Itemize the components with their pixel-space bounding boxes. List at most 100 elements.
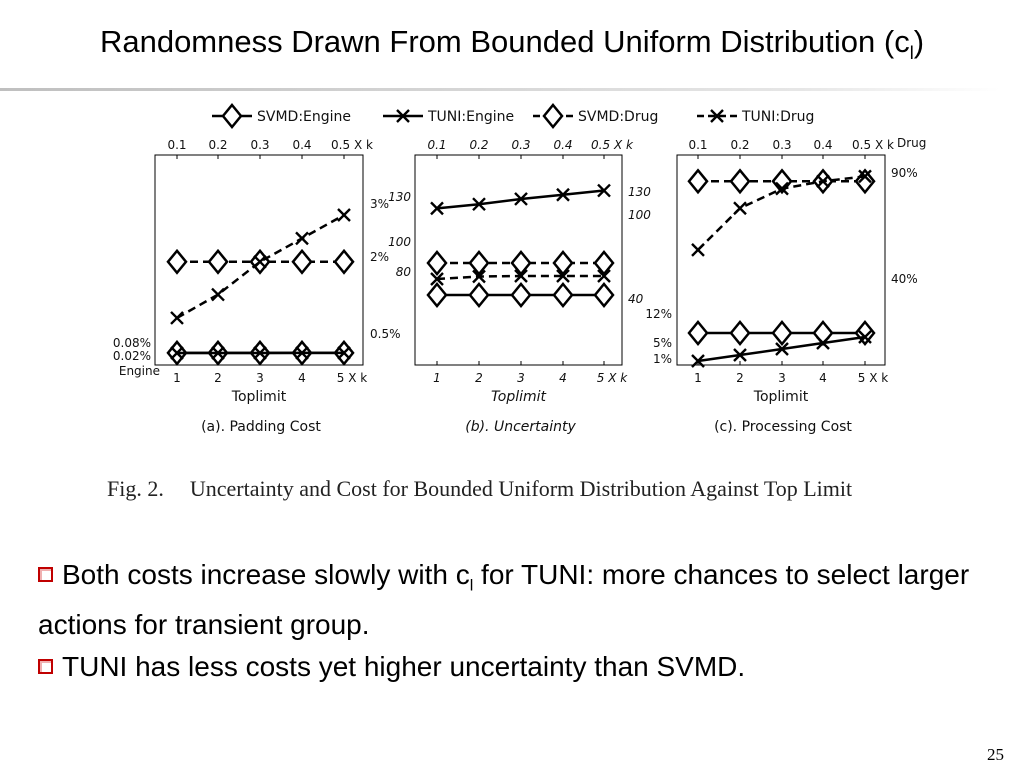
- y-left-tick: 1%: [653, 352, 672, 366]
- left-axis-label: Engine: [119, 364, 160, 378]
- figure: SVMD:Engine TUNI:Engine SVMD:Drug TUNI:Drug…: [113, 103, 927, 435]
- top-axis-label: Drug: [897, 136, 926, 150]
- legend-label-tuni-drug: TUNI:Drug: [741, 109, 814, 125]
- point-svmd-engine: [593, 282, 615, 308]
- point-tuni-drug: [816, 174, 830, 189]
- x-top-tick: 0.5 X k: [331, 138, 373, 152]
- x-bottom-tick: 3: [256, 371, 264, 385]
- point-tuni-drug: [514, 269, 528, 283]
- y-right-tick: 130: [628, 185, 651, 199]
- chart-panels: 1 2 3 4 5 X k 0.1 0.2 0.3 0.4 0.5 X k 0.08%0.02%En…: [113, 136, 927, 435]
- point-svmd-engine: [468, 282, 490, 308]
- caption-label: Fig. 2.: [107, 476, 164, 501]
- title-end: ): [913, 24, 925, 59]
- point-svmd-engine: [687, 320, 709, 346]
- point-svmd-drug: [552, 250, 574, 276]
- point-svmd-drug: [468, 250, 490, 276]
- point-tuni-drug: [775, 181, 789, 196]
- y-right-tick: 40: [628, 292, 644, 306]
- x-bottom-tick: 4: [819, 371, 827, 385]
- point-tuni-engine: [858, 330, 872, 344]
- x-bottom-tick: 3: [778, 371, 786, 385]
- x-top-tick: 0.4: [292, 138, 311, 152]
- x-bottom-tick: 5 X k: [858, 371, 888, 385]
- point-tuni-engine: [472, 197, 486, 212]
- y-left-tick: 80: [396, 265, 412, 279]
- legend-marker-svmd-drug: [542, 103, 564, 129]
- x-top-tick: 0.2: [730, 138, 749, 152]
- x-top-tick: 0.2: [469, 138, 488, 152]
- chart-panel-3: 1 2 3 4 5 X k 0.1 0.2 0.3 0.4 0.5 X k Drug 12% 5% 1% 9…: [645, 136, 926, 435]
- point-svmd-engine: [426, 282, 448, 308]
- point-svmd-drug: [729, 168, 751, 195]
- x-top-tick: 0.3: [772, 138, 791, 152]
- y-right-tick: 90%: [891, 166, 918, 180]
- point-tuni-engine: [337, 346, 351, 360]
- x-bottom-tick: 2: [214, 371, 222, 385]
- legend-marker-tuni-engine: [396, 109, 410, 123]
- point-tuni-engine: [295, 346, 309, 360]
- x-bottom-tick: 4: [298, 371, 306, 385]
- caption-text: Uncertainty and Cost for Bounded Uniform…: [189, 476, 853, 501]
- x-top-tick: 0.2: [208, 138, 227, 152]
- page-number: 25: [987, 745, 1004, 764]
- point-tuni-drug: [430, 272, 444, 286]
- point-svmd-drug: [291, 248, 313, 275]
- x-bottom-tick: 2: [736, 371, 744, 385]
- x-top-tick: 0.1: [167, 138, 186, 152]
- legend-label-svmd-drug: SVMD:Drug: [578, 109, 658, 125]
- point-tuni-engine: [691, 354, 705, 368]
- bullet-box-icon: [38, 659, 53, 674]
- point-tuni-engine: [211, 346, 225, 360]
- y-right-tick: 3%: [370, 197, 389, 211]
- chart-panel-1: 1 2 3 4 5 X k 0.1 0.2 0.3 0.4 0.5 X k 0.08%0.02%En…: [113, 138, 401, 435]
- point-tuni-drug: [337, 208, 351, 222]
- title-main: Randomness Drawn From Bounded Uniform Di…: [99, 24, 910, 59]
- point-svmd-drug: [207, 248, 229, 275]
- bullet-box-icon: [38, 567, 53, 582]
- subplot-title: (a). Padding Cost: [201, 419, 321, 435]
- point-svmd-drug: [426, 250, 448, 276]
- point-svmd-engine: [729, 320, 751, 346]
- point-svmd-engine: [552, 282, 574, 308]
- point-tuni-drug: [472, 269, 486, 284]
- point-svmd-drug: [166, 248, 188, 275]
- point-tuni-drug: [733, 201, 747, 216]
- figure-caption: Fig. 2. Uncertainty and Cost for Bounded …: [107, 476, 947, 502]
- legend-label-svmd-engine: SVMD:Engine: [257, 109, 351, 125]
- x-bottom-tick: 1: [173, 371, 181, 385]
- title-subscript: l: [909, 43, 914, 64]
- y-right-tick: 100: [628, 208, 651, 222]
- x-top-tick: 0.1: [688, 138, 707, 152]
- point-tuni-drug: [295, 231, 309, 246]
- x-bottom-tick: 3: [517, 371, 525, 385]
- chart-panel-2: 1 2 3 4 5 X k 0.1 0.2 0.3 0.4 0.5 X k 130 100 80 130 1…: [388, 138, 651, 435]
- point-svmd-drug: [593, 250, 615, 276]
- x-top-tick: 0.5 X k: [852, 138, 894, 152]
- bullet-1-subscript: l: [469, 577, 474, 595]
- point-tuni-engine: [775, 342, 789, 356]
- y-left-tick: 5%: [653, 336, 672, 350]
- point-tuni-drug: [858, 169, 872, 184]
- x-top-tick: 0.3: [511, 138, 530, 152]
- point-tuni-drug: [253, 254, 267, 269]
- bullet-1-text-end: for TUNI: more chances to select larger …: [38, 559, 970, 640]
- point-tuni-engine: [514, 192, 528, 206]
- bullet-1-text: Both costs increase slowly with c: [62, 559, 470, 590]
- x-bottom-tick: 5 X k: [597, 371, 628, 385]
- x-axis-label: Toplimit: [753, 389, 809, 405]
- series-line-tuni-drug: [176, 213, 345, 320]
- x-bottom-tick: 1: [433, 371, 441, 385]
- x-top-tick: 0.4: [813, 138, 832, 152]
- point-svmd-drug: [333, 248, 355, 275]
- subplot-title: (b). Uncertainty: [465, 419, 576, 435]
- point-tuni-engine: [170, 346, 184, 360]
- y-left-tick: 0.02%: [113, 349, 151, 363]
- x-top-tick: 0.4: [553, 138, 572, 152]
- legend-marker-tuni-drug: [710, 109, 724, 123]
- point-tuni-engine: [733, 348, 747, 362]
- y-left-tick: 0.08%: [113, 336, 151, 350]
- point-tuni-engine: [253, 346, 267, 360]
- point-tuni-drug: [597, 269, 611, 283]
- x-axis-label: Toplimit: [491, 389, 547, 405]
